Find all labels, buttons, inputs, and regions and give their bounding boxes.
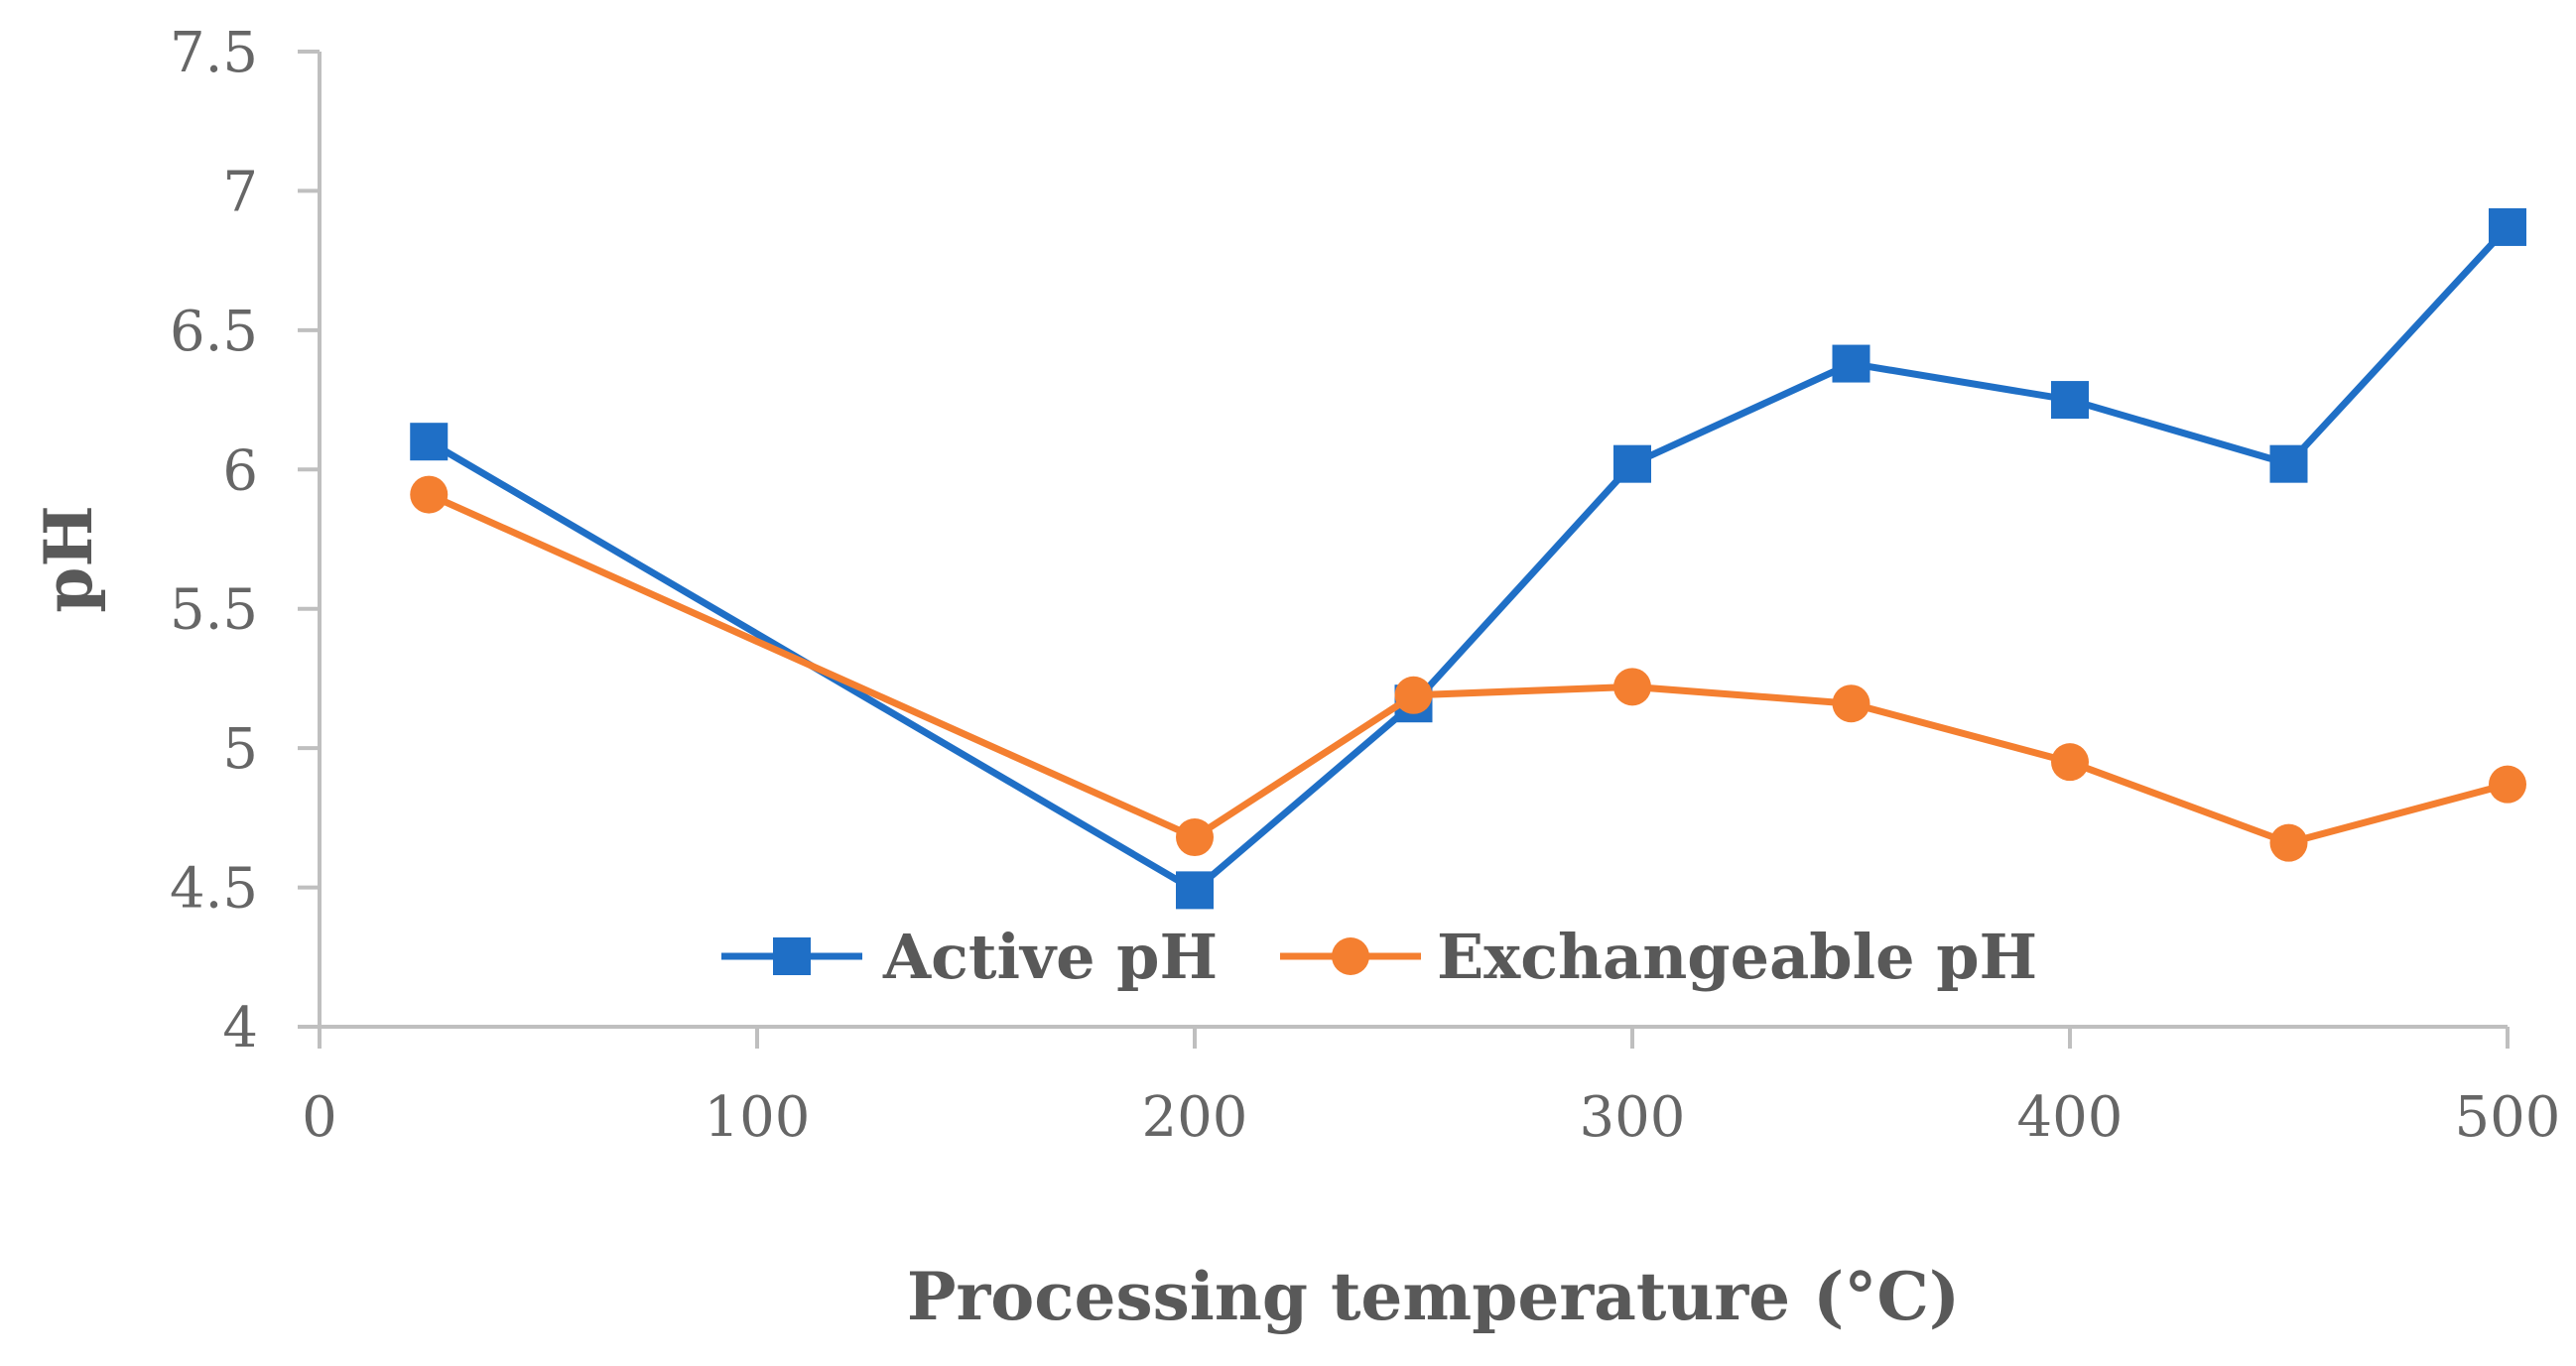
- legend-marker: [1332, 937, 1369, 975]
- legend-item-active-ph: Active pH: [721, 921, 1218, 993]
- data-point-exchangeable-ph: [1832, 684, 1870, 723]
- data-point-exchangeable-ph: [2489, 765, 2526, 804]
- data-point-active-ph: [2051, 381, 2089, 420]
- x-axis-title: Processing temperature (°C): [907, 1258, 1960, 1335]
- legend: Active pH Exchangeable pH: [721, 921, 2037, 993]
- x-tick-label: 100: [705, 1085, 811, 1150]
- y-ticks: 4 4.5 5 5.5 6 6.5 7 7.5: [170, 21, 320, 1060]
- series-active-ph: [410, 207, 2526, 910]
- series-line-exchangeable-ph: [427, 491, 2509, 847]
- y-tick-label: 4.5: [170, 857, 258, 922]
- series-exchangeable-ph: [410, 475, 2526, 862]
- legend-label: Active pH: [882, 921, 1218, 993]
- x-tick-label: 500: [2455, 1085, 2561, 1150]
- data-point-exchangeable-ph: [2269, 823, 2308, 862]
- y-tick-label: 7: [222, 160, 258, 224]
- data-point-active-ph: [1176, 871, 1214, 910]
- data-point-exchangeable-ph: [410, 475, 449, 514]
- data-point-exchangeable-ph: [1613, 668, 1651, 706]
- axes: [318, 52, 2508, 1029]
- x-tick-label: 0: [302, 1085, 337, 1150]
- data-point-active-ph: [1832, 344, 1870, 383]
- data-point-active-ph: [2269, 444, 2308, 483]
- y-tick-label: 4: [222, 996, 258, 1060]
- y-tick-label: 5: [222, 717, 258, 782]
- y-tick-label: 5.5: [170, 578, 258, 643]
- data-point-active-ph: [2489, 207, 2526, 246]
- y-tick-label: 7.5: [170, 21, 258, 85]
- data-point-exchangeable-ph: [1394, 676, 1433, 714]
- x-tick-label: 400: [2017, 1085, 2124, 1150]
- data-point-exchangeable-ph: [1176, 818, 1214, 857]
- y-axis-title: pH: [30, 505, 107, 613]
- legend-marker: [773, 937, 811, 975]
- y-tick-label: 6.5: [170, 300, 258, 364]
- data-point-exchangeable-ph: [2051, 743, 2089, 782]
- x-tick-label: 200: [1142, 1085, 1248, 1150]
- legend-item-exchangeable-ph: Exchangeable pH: [1280, 921, 2037, 993]
- y-tick-label: 6: [222, 438, 258, 503]
- series-line-active-ph: [427, 224, 2511, 894]
- legend-label: Exchangeable pH: [1437, 921, 2037, 993]
- x-tick-label: 300: [1580, 1085, 1686, 1150]
- x-ticks: 0 100 200 300 400 500: [302, 1027, 2560, 1150]
- data-point-active-ph: [410, 423, 449, 461]
- data-point-active-ph: [1613, 444, 1651, 483]
- series-layer: [410, 207, 2526, 910]
